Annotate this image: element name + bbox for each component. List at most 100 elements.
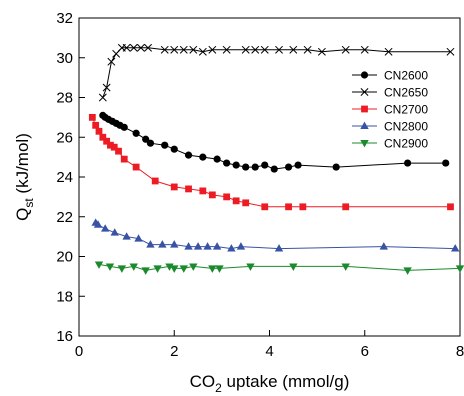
data-point-cn2900 [403, 267, 412, 275]
legend-label: CN2700 [384, 103, 428, 117]
y-axis-title: Qst (kJ/mol) [13, 133, 36, 221]
data-point-cn2800 [203, 242, 212, 250]
y-tick-label: 28 [56, 90, 73, 107]
data-point-cn2700 [342, 203, 350, 211]
data-point-cn2800 [451, 244, 460, 252]
y-tick-label: 24 [56, 169, 73, 186]
data-point-cn2700 [242, 199, 250, 207]
series-cn2900 [94, 261, 464, 275]
x-tick-label: 4 [265, 343, 273, 360]
plot-frame [78, 17, 461, 337]
data-point-cn2650 [289, 45, 298, 54]
y-tick-label: 26 [56, 129, 73, 146]
data-point-cn2650 [360, 45, 369, 54]
data-point-cn2700 [151, 177, 159, 185]
data-point-cn2600 [242, 163, 250, 171]
data-point-cn2600 [404, 159, 412, 167]
data-point-cn2700 [299, 203, 307, 211]
data-point-cn2600 [270, 165, 278, 173]
data-point-cn2800 [110, 228, 119, 236]
data-point-cn2900 [141, 267, 150, 275]
data-point-cn2700 [232, 197, 240, 205]
data-point-cn2700 [185, 185, 192, 193]
data-point-cn2900 [455, 265, 464, 273]
data-point-cn2700 [223, 193, 231, 201]
data-point-cn2800 [212, 242, 222, 250]
data-point-cn2900 [153, 265, 162, 273]
data-point-cn2600 [146, 139, 155, 147]
data-point-cn2600 [223, 159, 231, 167]
series-cn2700 [88, 113, 454, 211]
data-point-cn2700 [95, 127, 103, 135]
x-tick-label: 6 [361, 343, 369, 360]
legend-marker-cn2800 [360, 121, 369, 129]
data-point-cn2900 [117, 265, 127, 273]
data-point-cn2650 [144, 43, 153, 52]
data-point-cn2700 [107, 141, 114, 149]
data-point-cn2800 [227, 244, 236, 252]
legend-label: CN2600 [384, 69, 428, 83]
data-point-cn2600 [120, 123, 128, 131]
y-tick-label: 30 [56, 50, 73, 67]
data-point-cn2650 [129, 43, 138, 52]
data-point-cn2700 [132, 163, 140, 171]
data-point-cn2700 [92, 121, 100, 129]
data-point-cn2650 [260, 45, 269, 54]
series-cn2650 [98, 43, 455, 102]
x-tick-label: 8 [456, 343, 464, 360]
data-point-cn2700 [99, 133, 107, 141]
data-point-cn2600 [232, 161, 240, 169]
legend-item-cn2600: CN2600 [352, 69, 428, 83]
data-point-cn2800 [122, 232, 131, 240]
data-point-cn2600 [161, 141, 169, 149]
data-point-cn2650 [170, 45, 179, 54]
data-point-cn2700 [115, 147, 122, 155]
y-tick-label: 20 [56, 249, 73, 266]
data-point-cn2900 [289, 263, 298, 271]
data-point-cn2650 [241, 45, 250, 54]
data-point-cn2650 [189, 45, 198, 54]
data-point-cn2650 [198, 47, 207, 56]
data-point-cn2900 [105, 263, 115, 271]
x-tick-label: 2 [170, 343, 178, 360]
y-tick-label: 18 [56, 288, 73, 305]
data-point-cn2900 [170, 265, 179, 273]
legend-item-cn2650: CN2650 [352, 86, 428, 100]
data-point-cn2800 [93, 220, 103, 228]
data-point-cn2600 [142, 135, 150, 143]
data-point-cn2650 [317, 47, 326, 56]
x-tick-label: 0 [75, 343, 83, 360]
y-tick-label: 32 [56, 10, 73, 27]
data-point-cn2650 [275, 45, 283, 54]
data-point-cn2650 [102, 83, 111, 92]
data-point-cn2600 [213, 155, 221, 163]
data-point-cn2650 [446, 47, 455, 56]
data-point-cn2900 [129, 263, 138, 271]
data-point-cn2700 [199, 187, 207, 195]
data-point-cn2600 [442, 159, 450, 167]
data-point-cn2600 [332, 163, 340, 171]
data-point-cn2600 [261, 161, 269, 169]
data-point-cn2900 [179, 265, 188, 273]
data-point-cn2800 [184, 242, 193, 250]
data-point-cn2600 [170, 145, 178, 153]
data-point-cn2900 [189, 263, 198, 271]
data-point-cn2800 [146, 240, 155, 248]
data-point-cn2700 [110, 143, 118, 151]
legend-label: CN2650 [384, 86, 428, 100]
series-cn2600 [99, 111, 450, 173]
legend-marker-cn2900 [360, 140, 369, 148]
data-point-cn2900 [341, 263, 350, 271]
series-layer [88, 43, 464, 275]
data-point-cn2650 [136, 43, 145, 52]
legend: CN2600 CN2650 CN2700 CN2800 CN2900 [352, 69, 428, 151]
data-point-cn2600 [199, 153, 207, 161]
data-point-cn2800 [193, 242, 203, 250]
data-point-cn2700 [88, 113, 96, 121]
data-point-cn2650 [222, 45, 231, 54]
data-point-cn2800 [100, 224, 110, 232]
data-point-cn2700 [103, 137, 111, 145]
data-point-cn2700 [170, 183, 178, 191]
data-point-cn2600 [132, 129, 140, 137]
